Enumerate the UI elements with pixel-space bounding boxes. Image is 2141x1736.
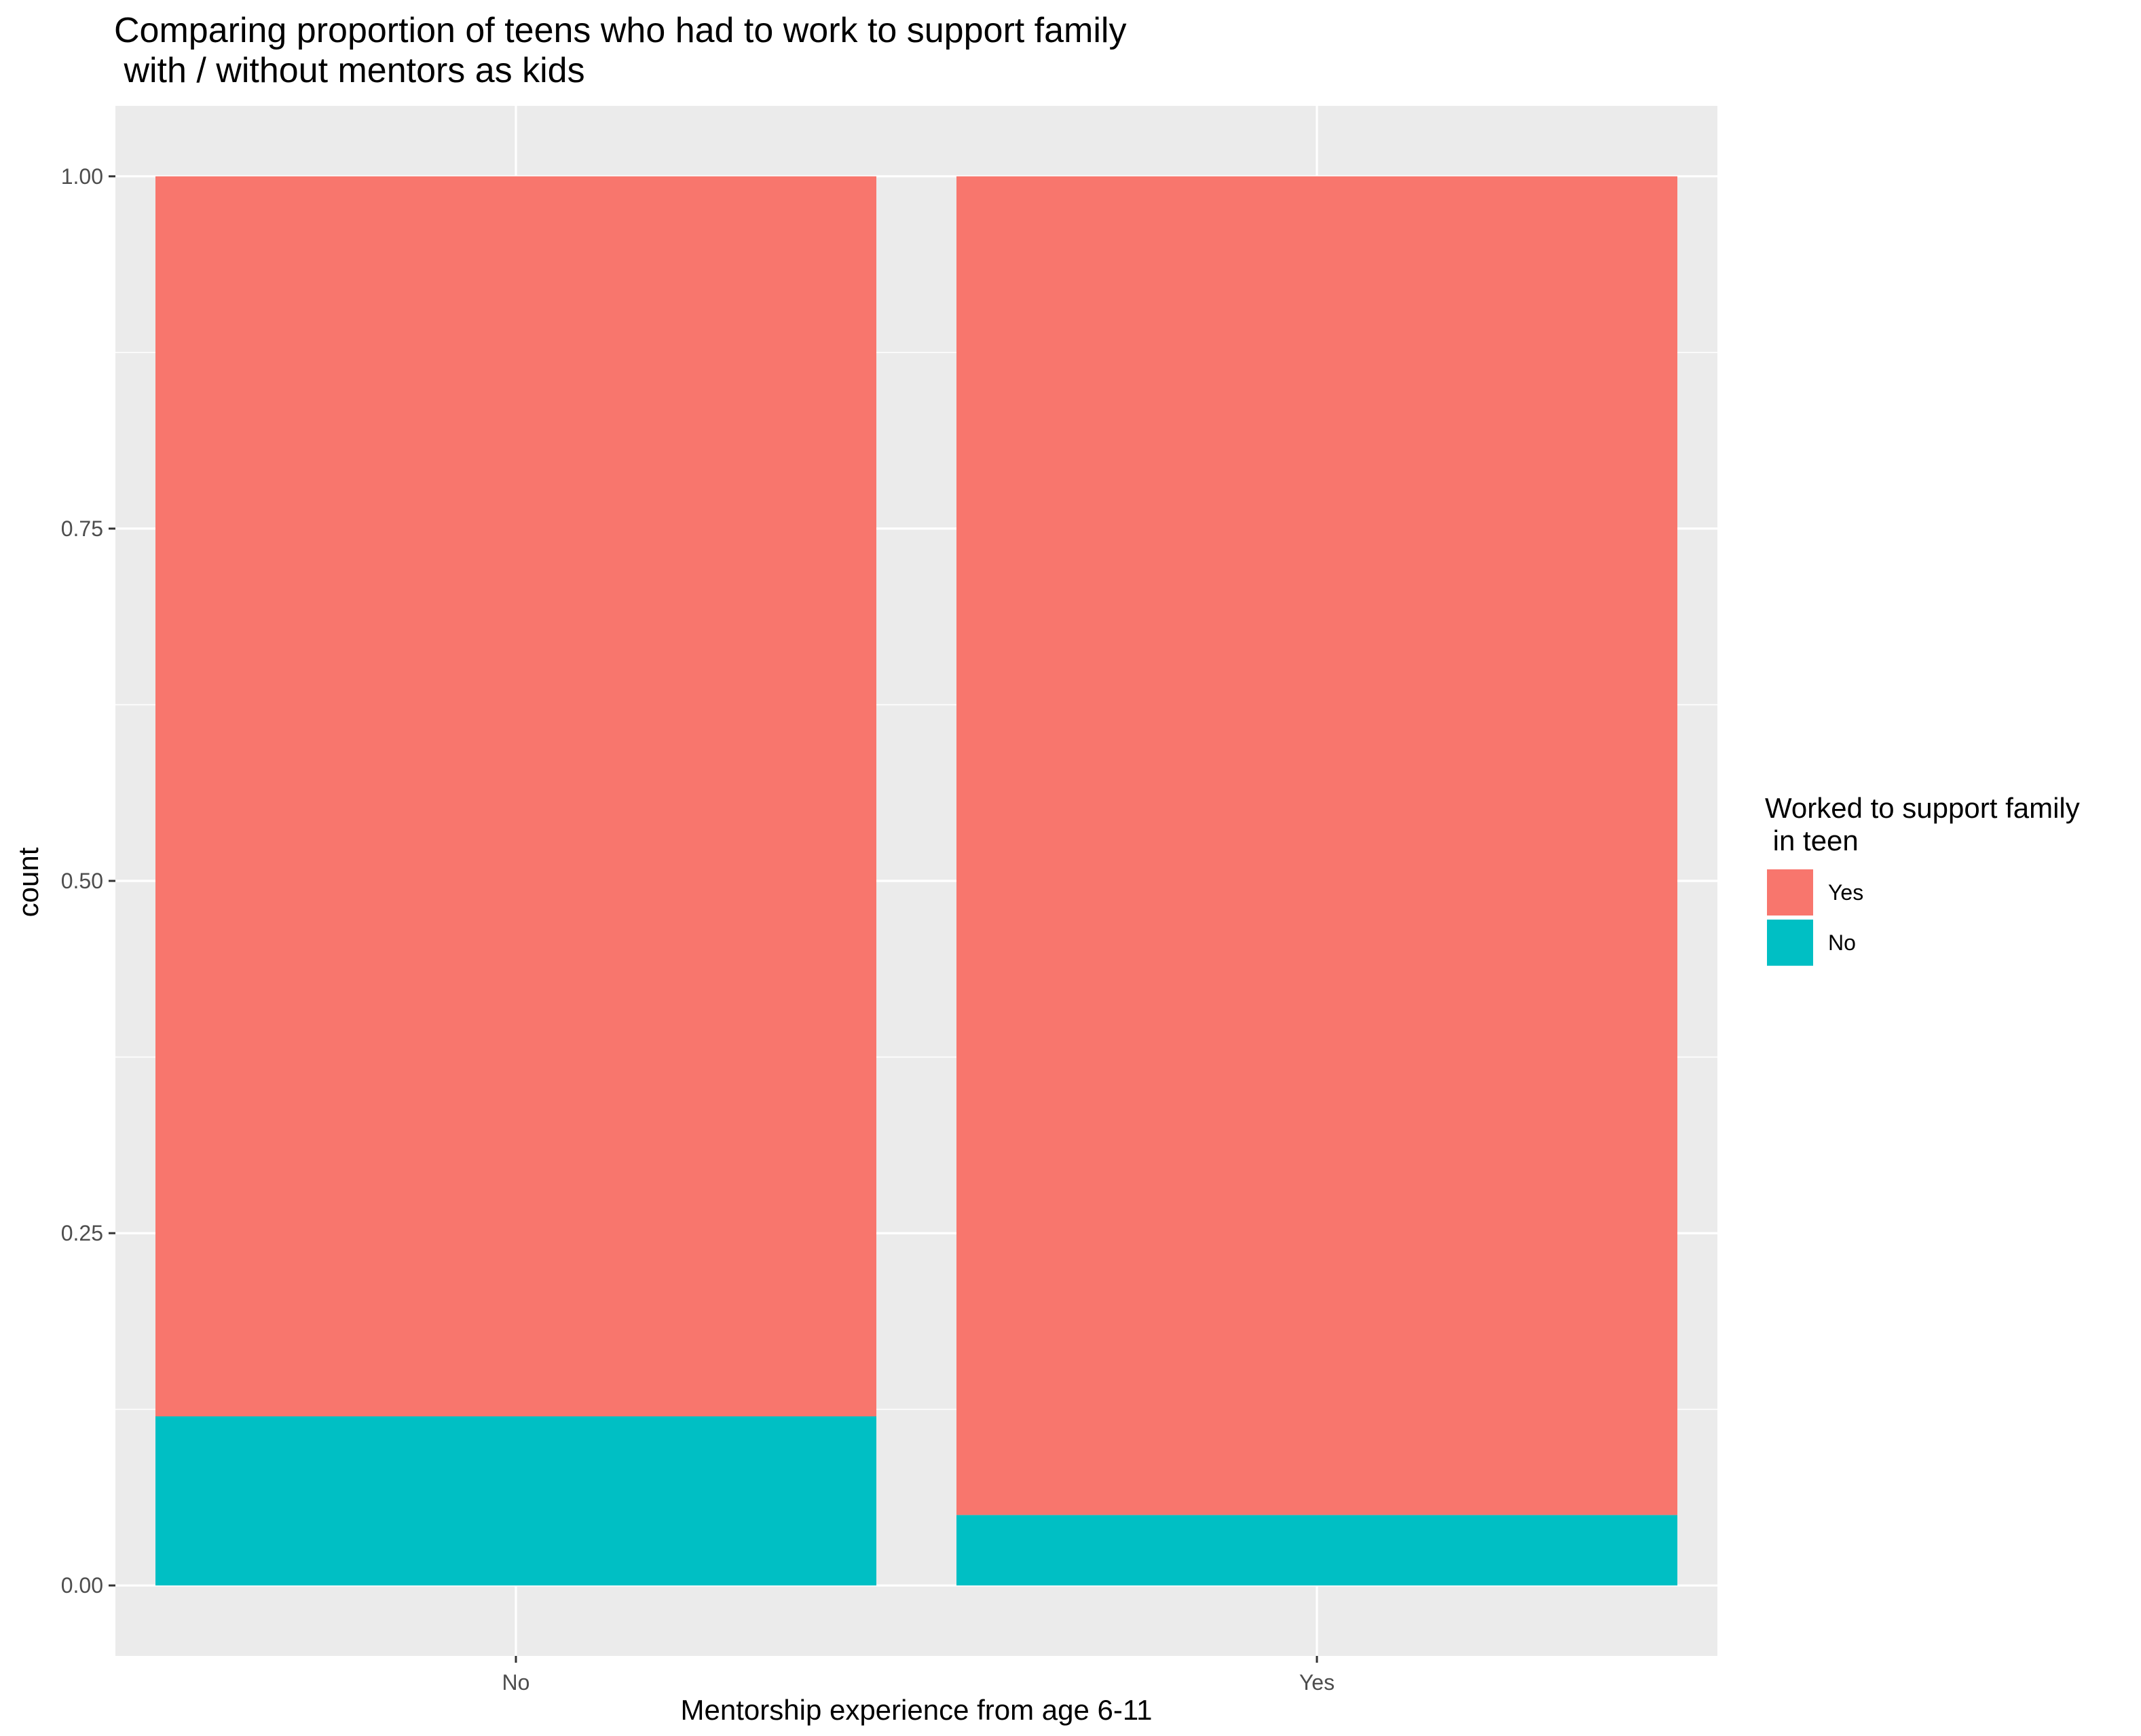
legend-key-no	[1767, 920, 1813, 966]
bar-yes-yes	[956, 176, 1677, 1515]
y-tick-label: 1.00	[61, 164, 103, 189]
legend-label-no: No	[1828, 930, 1856, 955]
y-tick-label: 0.50	[61, 869, 103, 893]
bars	[155, 176, 1677, 1586]
chart-title-line-2: with / without mentors as kids	[114, 51, 585, 90]
y-tick-label: 0.25	[61, 1221, 103, 1245]
bar-no-no	[155, 1416, 876, 1586]
x-axis-title: Mentorship experience from age 6-11	[681, 1694, 1153, 1726]
y-tick-label: 0.00	[61, 1573, 103, 1598]
x-axis: No Yes	[502, 1656, 1335, 1695]
legend-title-line-2: in teen	[1765, 825, 1859, 856]
legend-key-yes	[1767, 869, 1813, 916]
legend-title-line-1: Worked to support family	[1765, 792, 2080, 824]
y-axis: 0.00 0.25 0.50 0.75 1.00	[61, 164, 115, 1598]
y-axis-title: count	[12, 847, 44, 917]
legend: Worked to support family in teen Yes No	[1765, 792, 2080, 966]
x-tick-label: No	[502, 1670, 530, 1695]
legend-label-yes: Yes	[1828, 880, 1863, 905]
bar-yes-no	[956, 1515, 1677, 1586]
x-tick-label: Yes	[1299, 1670, 1335, 1695]
chart-title-line-1: Comparing proportion of teens who had to…	[114, 11, 1126, 50]
y-tick-label: 0.75	[61, 516, 103, 541]
bar-no-yes	[155, 176, 876, 1417]
